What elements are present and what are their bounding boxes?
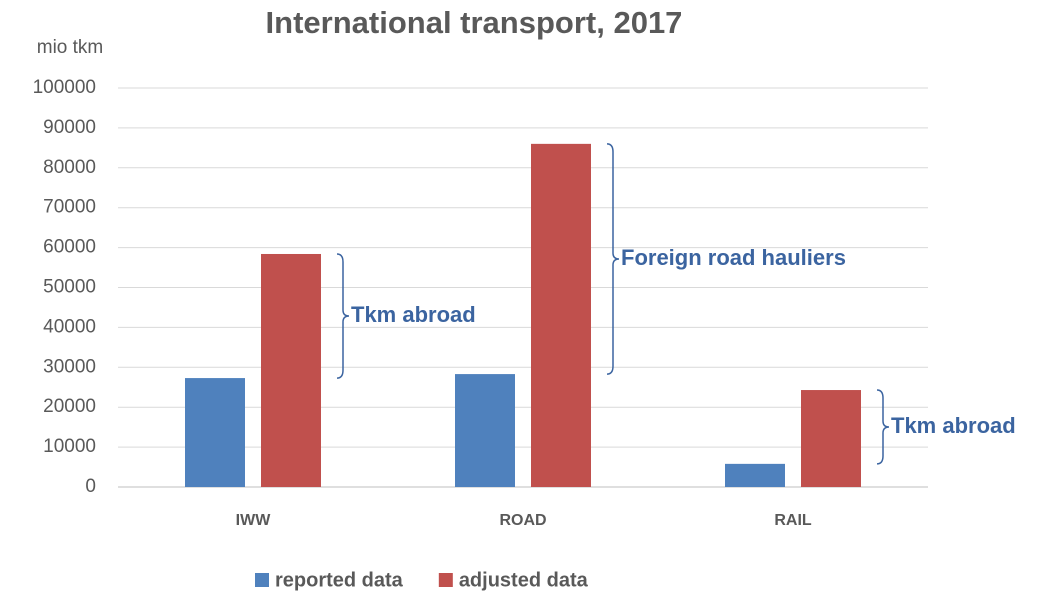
legend-label: reported data (275, 569, 404, 591)
y-tick-label: 20000 (43, 396, 96, 417)
y-tick-label: 80000 (43, 157, 96, 178)
y-tick-label: 50000 (43, 277, 96, 298)
y-tick-label: 60000 (43, 237, 96, 258)
bar (185, 378, 245, 487)
x-tick-label: IWW (236, 512, 272, 529)
bar (455, 374, 515, 487)
legend-swatch (255, 573, 269, 587)
y-tick-label: 40000 (43, 316, 96, 337)
bar (725, 463, 785, 487)
bar (801, 390, 861, 487)
y-tick-label: 10000 (43, 436, 96, 457)
y-axis-label: mio tkm (37, 37, 104, 58)
bar (531, 143, 591, 488)
annotation: Tkm abroad (891, 413, 1016, 438)
bar (261, 253, 321, 487)
y-tick-label: 100000 (33, 77, 96, 98)
annotation: Tkm abroad (351, 302, 476, 327)
legend-label: adjusted data (459, 569, 589, 591)
legend-swatch (438, 573, 453, 587)
annotation: Foreign road hauliers (621, 245, 846, 270)
chart-title: International transport, 2017 (266, 5, 683, 40)
brace (876, 389, 890, 465)
x-tick-label: ROAD (499, 512, 546, 529)
x-tick-label: RAIL (774, 512, 812, 529)
y-tick-label: 30000 (43, 356, 96, 377)
brace (336, 253, 350, 379)
brace (606, 143, 620, 375)
y-tick-label: 70000 (43, 197, 96, 218)
y-tick-label: 90000 (43, 117, 96, 138)
y-tick-label: 0 (85, 476, 96, 497)
